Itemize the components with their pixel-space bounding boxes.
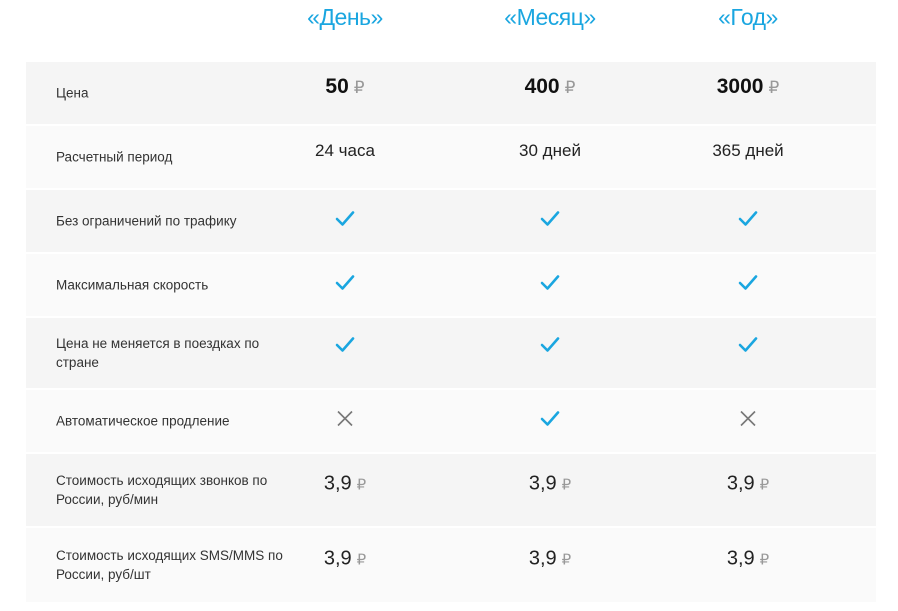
ruble-sign: ₽: [768, 78, 780, 97]
cross-icon: [335, 409, 355, 434]
rate-value: 3,9: [528, 547, 557, 570]
sms-cost-year: 3,9 ₽: [727, 548, 769, 571]
price-year: 3000 ₽: [717, 75, 780, 99]
table-row-unlimited-traffic: Без ограничений по трафику: [26, 190, 876, 252]
plan-header-day: «День»: [307, 4, 383, 30]
check-icon: [540, 409, 560, 434]
ruble-sign: ₽: [759, 551, 770, 569]
check-icon: [540, 209, 560, 234]
row-label: Стоимость исходящих звонков по России, р…: [56, 473, 268, 507]
check-icon: [738, 273, 758, 298]
price-month: 400 ₽: [525, 75, 576, 99]
calls-cost-day: 3,9 ₽: [324, 473, 366, 496]
price-value: 50: [325, 75, 349, 98]
rate-value: 3,9: [726, 472, 755, 495]
cross-icon: [738, 409, 758, 434]
sms-cost-month: 3,9 ₽: [529, 548, 571, 571]
row-label: Цена: [56, 85, 89, 101]
check-icon: [540, 273, 560, 298]
table-row-price-travel: Цена не меняется в поездках по стране: [26, 318, 876, 388]
table-row-period: Расчетный период 24 часа 30 дней 365 дне…: [26, 126, 876, 188]
ruble-sign: ₽: [759, 476, 770, 494]
calls-cost-year: 3,9 ₽: [727, 473, 769, 496]
ruble-sign: ₽: [353, 78, 365, 97]
calls-cost-month: 3,9 ₽: [529, 473, 571, 496]
plan-header-month: «Месяц»: [504, 4, 596, 30]
check-icon: [335, 273, 355, 298]
period-day: 24 часа: [315, 141, 375, 160]
plan-header-year: «Год»: [718, 4, 778, 30]
table-row-max-speed: Максимальная скорость: [26, 254, 876, 316]
rate-value: 3,9: [726, 547, 755, 570]
rate-value: 3,9: [528, 472, 557, 495]
row-label: Максимальная скорость: [56, 277, 209, 293]
rate-value: 3,9: [323, 472, 352, 495]
ruble-sign: ₽: [561, 476, 572, 494]
row-label: Цена не меняется в поездках по стране: [56, 336, 260, 370]
check-icon: [738, 209, 758, 234]
row-label: Стоимость исходящих SMS/MMS по России, р…: [56, 548, 283, 582]
check-icon: [738, 335, 758, 360]
row-label: Расчетный период: [56, 149, 173, 165]
rate-value: 3,9: [323, 547, 352, 570]
price-value: 3000: [716, 75, 764, 98]
check-icon: [335, 335, 355, 360]
ruble-sign: ₽: [561, 551, 572, 569]
row-label: Без ограничений по трафику: [56, 213, 237, 229]
period-month: 30 дней: [519, 141, 581, 160]
table-row-price: Цена 50 ₽ 400 ₽ 3000 ₽: [26, 62, 876, 124]
check-icon: [335, 209, 355, 234]
ruble-sign: ₽: [564, 78, 576, 97]
check-icon: [540, 335, 560, 360]
row-label: Автоматическое продление: [56, 413, 230, 429]
price-day: 50 ₽: [325, 75, 364, 99]
table-row-auto-renewal: Автоматическое продление: [26, 390, 876, 452]
price-value: 400: [524, 75, 560, 98]
table-row-sms-cost: Стоимость исходящих SMS/MMS по России, р…: [26, 528, 876, 602]
table-row-calls-cost: Стоимость исходящих звонков по России, р…: [26, 454, 876, 526]
sms-cost-day: 3,9 ₽: [324, 548, 366, 571]
period-year: 365 дней: [712, 141, 784, 160]
ruble-sign: ₽: [356, 551, 367, 569]
ruble-sign: ₽: [356, 476, 367, 494]
